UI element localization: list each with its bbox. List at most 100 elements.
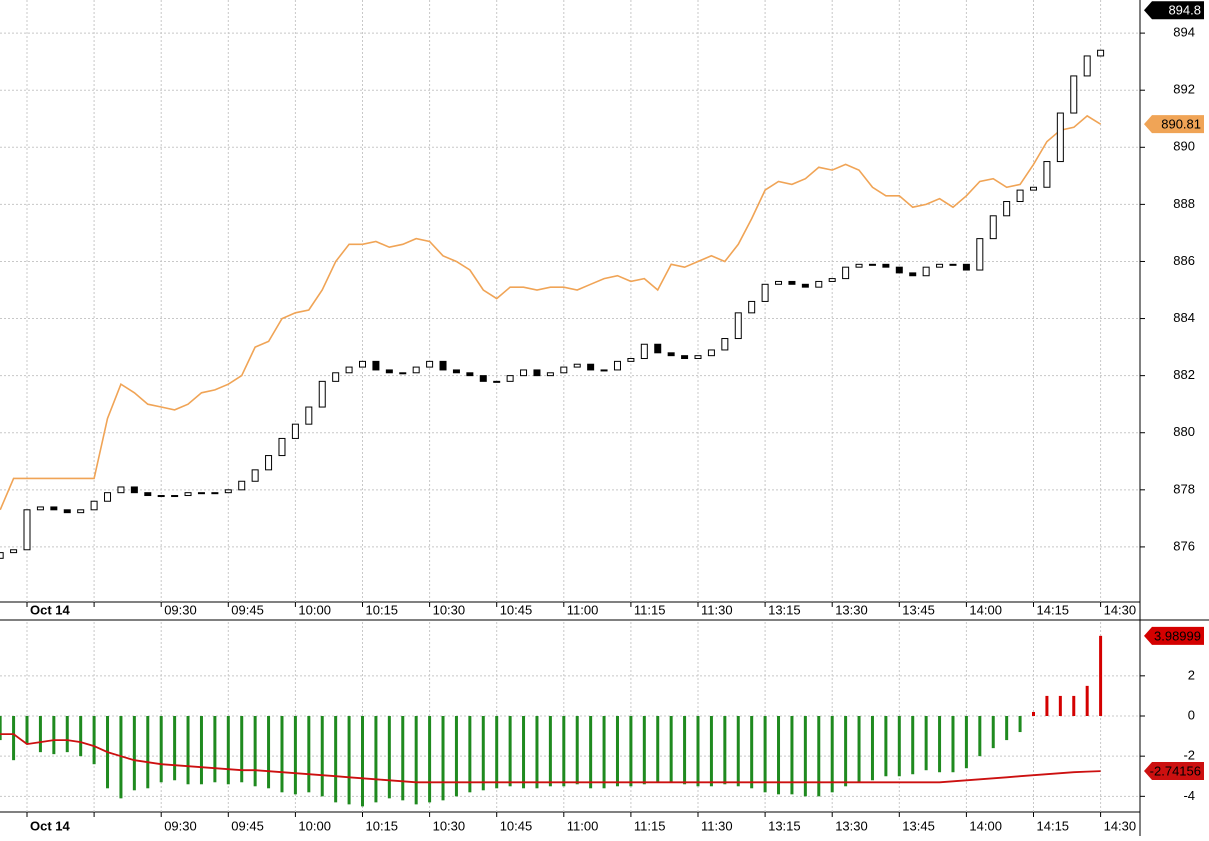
histogram-bar [428,715,432,803]
candle [144,492,152,497]
histogram-bar [656,715,660,783]
x-tick-label: 13:45 [902,818,935,833]
x-tick-label: 13:15 [768,818,801,833]
histogram-bar [361,715,364,807]
candle [815,280,823,288]
last-price-label-box [1144,1,1204,20]
histogram-bar [750,715,754,789]
y-tick-label: 878 [1173,481,1195,496]
histogram-bar [347,715,351,805]
candle [533,369,541,377]
candle [681,355,689,360]
x-tick-label: 10:30 [433,818,466,833]
histogram-bar [830,715,834,793]
histogram-bar [226,715,230,785]
histogram-bar [790,715,794,795]
candle [385,369,393,374]
histogram-bar [938,715,942,773]
histogram-bar [575,715,579,785]
candle [949,263,957,266]
y-tick-label: 892 [1173,82,1195,97]
histogram-bar [0,715,2,741]
histogram-bar [280,715,284,793]
histogram-bar [1032,711,1035,716]
candle [694,355,702,360]
candle [855,263,863,268]
candle [157,495,165,498]
histogram-bar [12,715,16,761]
y-tick-label: -4 [1183,788,1195,803]
histogram-bar [924,715,928,771]
histogram-bar [763,715,767,793]
y-tick-label: 0 [1188,707,1195,722]
y-tick-label: 888 [1173,196,1195,211]
candle [224,489,232,494]
candle [479,375,487,382]
histogram-bar [25,715,29,745]
candle [171,495,179,498]
x-tick-label: 10:15 [366,602,399,617]
x-tick-label: 09:45 [231,818,264,833]
x-tick-label: 09:45 [231,602,264,617]
candle [600,369,608,372]
candle [251,469,259,482]
candle [130,486,138,494]
candle [909,272,917,277]
x-tick-label: 11:30 [701,602,733,617]
candle [721,338,729,351]
x-tick-label: 11:15 [634,818,666,833]
candle [936,263,944,268]
candle [36,506,44,511]
candle [211,492,219,495]
candle [520,369,528,377]
histogram-bar [495,715,499,789]
candle [842,266,850,280]
histogram-bar [307,715,311,793]
histogram-bar [508,715,512,787]
candle [627,358,635,362]
histogram-bar [334,715,338,803]
candle [238,480,246,491]
histogram-bar [911,715,915,775]
candle [278,437,286,457]
candle [801,283,809,288]
candle [1083,55,1091,77]
candle [10,549,18,554]
x-tick-label: 11:30 [701,818,733,833]
y-tick-label: 882 [1173,367,1195,382]
x-tick-label: 13:30 [835,602,868,617]
histogram-bar [978,715,982,757]
histogram-bar [736,715,740,787]
y-tick-label: 876 [1173,538,1195,553]
candle [197,492,205,495]
candle [748,300,756,314]
candle [23,509,31,551]
candle [587,363,595,371]
histogram-bar [1085,685,1089,716]
candle [1043,161,1051,188]
candle [654,343,662,354]
overlay-line [0,114,1102,511]
histogram-bar [240,715,244,783]
x-tick-label: 10:45 [500,818,533,833]
histogram-bar [481,715,485,791]
histogram-bar [454,715,458,797]
histogram-value-label: 3.98999 [1154,628,1201,643]
candle [412,366,420,374]
y-tick-label: 884 [1173,310,1195,325]
histogram-bar [173,715,177,781]
candle [305,406,313,425]
candle [63,509,71,514]
candle [976,238,984,271]
histogram-bar [374,715,378,803]
candle [922,266,930,277]
histogram-bar [642,715,646,785]
histogram-bar [951,715,955,773]
x-tick-label: 13:30 [835,818,868,833]
histogram-bar [1072,695,1076,716]
candle [989,215,997,240]
histogram-bar [964,715,968,769]
histogram-bar [92,715,96,765]
histogram-bar [535,715,539,789]
histogram-bar [709,715,713,787]
